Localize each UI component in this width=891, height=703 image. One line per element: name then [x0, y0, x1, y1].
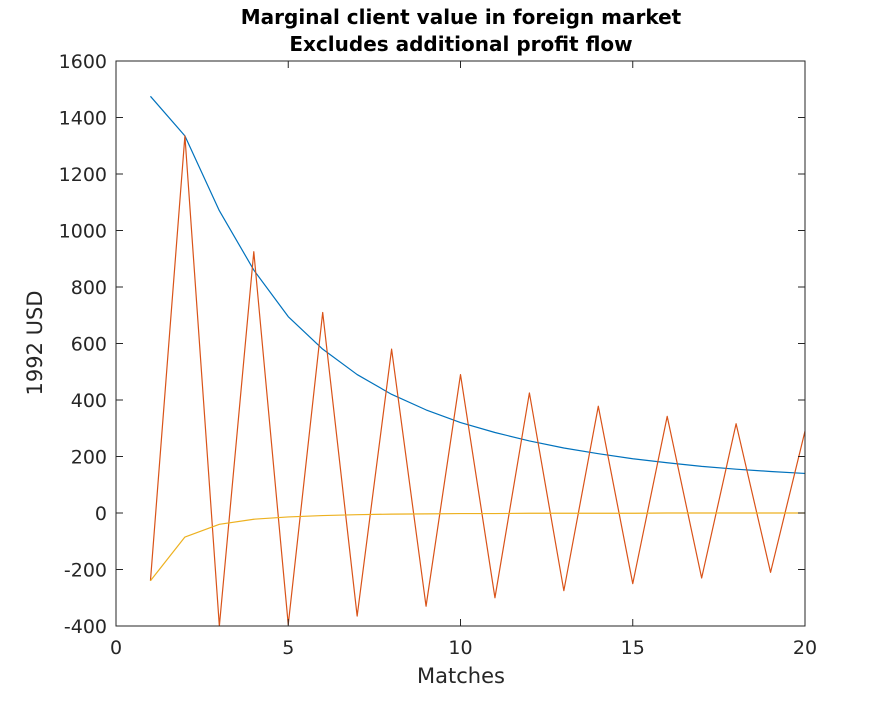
- y-tick-label: 1200: [59, 164, 107, 186]
- x-tick-label: 0: [110, 637, 122, 659]
- x-axis-label: Matches: [417, 664, 505, 688]
- y-tick-label: 600: [71, 334, 107, 356]
- y-tick-label: 200: [71, 447, 107, 469]
- tick-layer: 0 5 10 15 20 -400 -200 0 200 400 600 800 1000 1200 140…: [59, 51, 817, 659]
- plot-frame: [115, 60, 806, 627]
- plot-area: [116, 61, 805, 626]
- y-tick-label: 800: [71, 277, 107, 299]
- x-tick-label: 20: [793, 637, 817, 659]
- chart-title: Marginal client value in foreign market: [241, 5, 682, 29]
- series-line-2: [149, 135, 805, 626]
- y-tick-label: 400: [71, 390, 107, 412]
- series-line-1: [149, 95, 805, 475]
- y-tick-label: 0: [95, 503, 107, 525]
- y-tick-label: 1400: [59, 108, 107, 130]
- y-tick-label: 1000: [59, 221, 107, 243]
- series-line-3: [149, 512, 805, 582]
- y-tick-label: -400: [64, 616, 107, 638]
- y-axis-label: 1992 USD: [23, 291, 47, 396]
- series-layer: [149, 95, 805, 626]
- x-tick-label: 10: [448, 637, 472, 659]
- x-tick-label: 15: [621, 637, 645, 659]
- y-tick-label: 1600: [59, 51, 107, 73]
- y-tick-label: -200: [64, 560, 107, 582]
- chart-subtitle: Excludes additional profit flow: [289, 32, 632, 56]
- x-tick-label: 5: [282, 637, 294, 659]
